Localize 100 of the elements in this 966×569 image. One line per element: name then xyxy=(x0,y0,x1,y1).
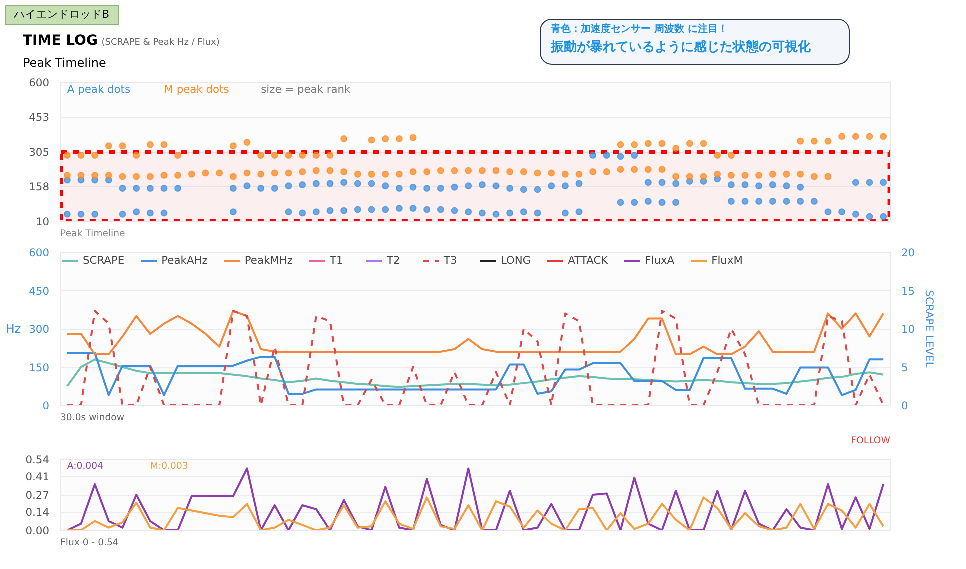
point xyxy=(396,185,403,192)
point xyxy=(769,170,776,178)
text: 30.0s window xyxy=(60,412,125,424)
point xyxy=(133,152,140,160)
legend-label: PeakAHz xyxy=(162,254,208,267)
point xyxy=(797,138,804,145)
point xyxy=(562,182,569,190)
y-tick-label: 10 xyxy=(36,216,50,228)
point xyxy=(644,166,652,174)
text: A peak dots xyxy=(67,82,131,96)
y-tick-label: 600 xyxy=(29,76,50,90)
point xyxy=(769,198,776,205)
point xyxy=(465,167,472,174)
point xyxy=(617,166,624,174)
point xyxy=(617,153,624,160)
point xyxy=(230,185,237,192)
point xyxy=(728,152,735,160)
point xyxy=(797,198,804,205)
point xyxy=(326,152,334,160)
point xyxy=(631,141,638,148)
line-series xyxy=(66,358,885,388)
point xyxy=(576,208,583,216)
point xyxy=(824,138,832,145)
y-tick-label: 0.27 xyxy=(26,489,50,502)
point xyxy=(258,152,265,160)
point xyxy=(64,210,71,218)
point xyxy=(92,210,99,218)
point xyxy=(520,208,528,216)
point xyxy=(617,199,624,206)
point xyxy=(644,140,652,148)
point xyxy=(326,207,334,214)
point xyxy=(410,184,417,191)
point xyxy=(520,186,528,194)
legend-label: T3 xyxy=(444,254,458,267)
y2-tick-label: 10 xyxy=(902,323,916,336)
point xyxy=(852,133,860,140)
point xyxy=(838,133,846,140)
point xyxy=(562,210,569,217)
point xyxy=(631,199,638,206)
y-tick-label: 150 xyxy=(29,361,50,374)
point xyxy=(299,168,306,176)
point xyxy=(340,179,348,186)
annotation: size = peak rank xyxy=(261,82,352,96)
point xyxy=(810,173,818,180)
y-tick-label: 600 xyxy=(29,246,50,260)
point xyxy=(368,170,376,178)
y-axis-title: Hz xyxy=(6,322,22,336)
point xyxy=(631,152,638,160)
point xyxy=(576,180,583,188)
point xyxy=(603,152,610,160)
point xyxy=(382,206,390,214)
text: ハイエンドロッドB xyxy=(5,5,119,25)
point xyxy=(312,152,320,160)
point xyxy=(299,210,306,217)
point xyxy=(354,170,362,178)
point xyxy=(326,180,334,188)
point xyxy=(188,170,196,178)
point xyxy=(478,181,486,188)
y2-tick-label: 5 xyxy=(902,361,908,374)
text: 振動が暴れているように感じた状態の可視化 xyxy=(551,39,812,58)
y2-axis-title: SCRAPE LEVEL xyxy=(923,290,936,368)
point xyxy=(866,179,874,186)
point xyxy=(769,181,776,188)
legend-label: T1 xyxy=(330,254,344,267)
legend-label: T2 xyxy=(386,254,402,267)
point xyxy=(285,152,292,160)
point xyxy=(590,152,597,160)
point xyxy=(451,184,458,191)
point xyxy=(410,134,417,142)
text: FOLLOW xyxy=(851,436,891,446)
legend-label: ATTACK xyxy=(568,254,608,267)
point xyxy=(133,185,140,192)
point xyxy=(506,168,514,176)
y-tick-label: 0.00 xyxy=(26,524,50,538)
point xyxy=(119,185,126,192)
text: 青色：加速度センサー 周波数 に注目！ xyxy=(551,23,729,37)
point xyxy=(700,140,708,148)
point xyxy=(562,170,569,178)
point xyxy=(478,210,486,217)
point xyxy=(728,181,735,188)
point xyxy=(714,152,722,160)
point xyxy=(340,136,348,143)
point xyxy=(437,206,444,214)
point xyxy=(672,180,680,188)
point xyxy=(644,198,652,205)
chart-title: TIME LOG xyxy=(23,32,98,49)
point xyxy=(78,172,85,180)
legend-label: SCRAPE xyxy=(83,254,125,267)
point xyxy=(658,199,666,206)
point xyxy=(686,140,694,148)
y-tick-label: 158 xyxy=(29,180,50,194)
point xyxy=(354,180,362,188)
point xyxy=(742,181,749,188)
point xyxy=(64,152,71,160)
point xyxy=(160,210,168,217)
point xyxy=(105,142,112,150)
point xyxy=(783,198,790,205)
point xyxy=(174,152,182,160)
point xyxy=(880,213,888,220)
annotation: M:0.003 xyxy=(150,461,188,472)
